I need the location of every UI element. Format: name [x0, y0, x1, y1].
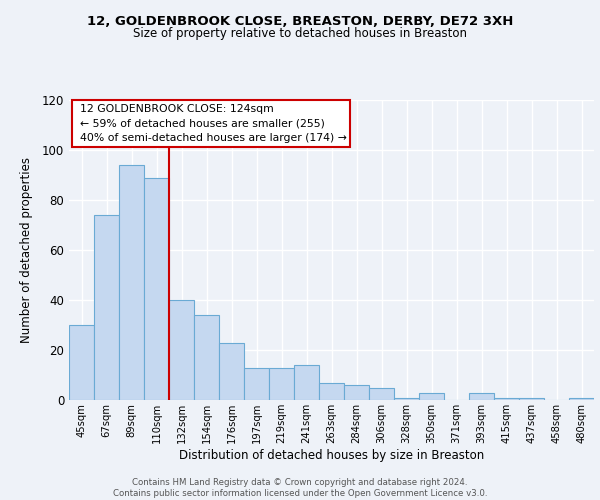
Bar — [219, 342, 244, 400]
Bar — [269, 368, 294, 400]
Bar — [469, 392, 494, 400]
Bar — [194, 315, 219, 400]
Bar — [144, 178, 169, 400]
Text: 12, GOLDENBROOK CLOSE, BREASTON, DERBY, DE72 3XH: 12, GOLDENBROOK CLOSE, BREASTON, DERBY, … — [87, 15, 513, 28]
X-axis label: Distribution of detached houses by size in Breaston: Distribution of detached houses by size … — [179, 448, 484, 462]
Bar — [69, 325, 94, 400]
Bar — [244, 368, 269, 400]
Bar — [294, 365, 319, 400]
Bar — [319, 382, 344, 400]
Bar — [94, 215, 119, 400]
Bar — [169, 300, 194, 400]
Text: 12 GOLDENBROOK CLOSE: 124sqm
← 59% of detached houses are smaller (255)
40% of s: 12 GOLDENBROOK CLOSE: 124sqm ← 59% of de… — [79, 104, 346, 142]
Bar — [569, 398, 594, 400]
Y-axis label: Number of detached properties: Number of detached properties — [20, 157, 34, 343]
Bar — [119, 165, 144, 400]
Text: Size of property relative to detached houses in Breaston: Size of property relative to detached ho… — [133, 28, 467, 40]
Bar — [519, 398, 544, 400]
Text: Contains HM Land Registry data © Crown copyright and database right 2024.
Contai: Contains HM Land Registry data © Crown c… — [113, 478, 487, 498]
Bar — [494, 398, 519, 400]
FancyBboxPatch shape — [71, 100, 350, 146]
Bar — [369, 388, 394, 400]
Bar — [344, 385, 369, 400]
Bar — [394, 398, 419, 400]
Bar — [419, 392, 444, 400]
